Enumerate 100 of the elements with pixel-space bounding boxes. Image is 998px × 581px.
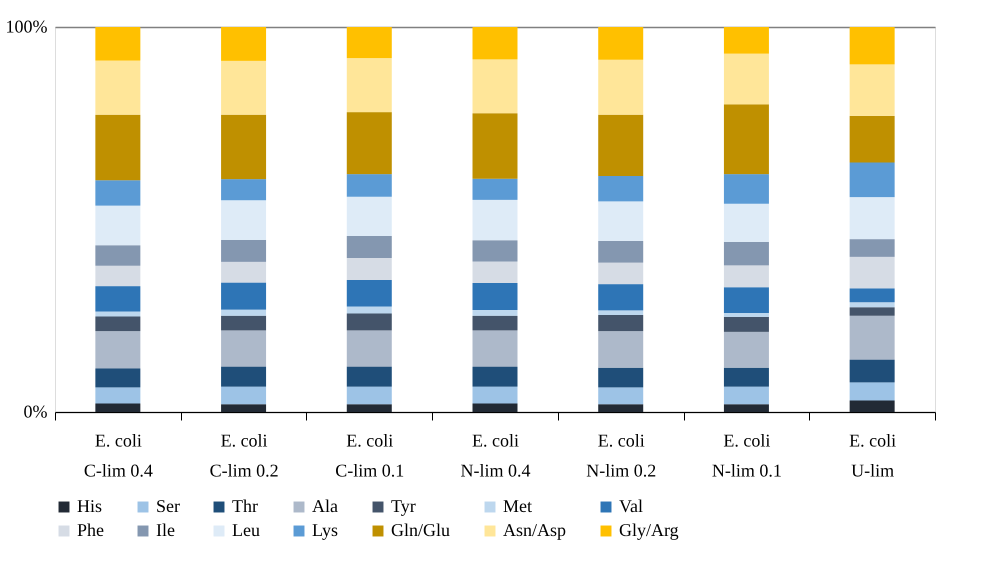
bar	[95, 206, 140, 246]
legend-label: Met	[503, 496, 532, 516]
bar	[472, 59, 518, 114]
bar	[95, 180, 140, 206]
bar	[850, 162, 895, 198]
legend-label: His	[77, 496, 102, 516]
bar	[346, 330, 392, 367]
bar	[850, 316, 895, 360]
bar	[95, 404, 140, 412]
bar	[95, 266, 140, 286]
legend-label: Gly/Arg	[619, 520, 679, 540]
bar	[221, 386, 266, 404]
bar	[472, 330, 518, 367]
bar	[221, 114, 266, 180]
bar	[95, 114, 140, 180]
bar	[598, 368, 644, 388]
bar	[346, 27, 392, 58]
bar	[850, 197, 895, 240]
legend-label: Leu	[232, 520, 260, 540]
bar	[95, 316, 140, 332]
bar	[724, 316, 769, 332]
bar	[95, 27, 140, 60]
bar	[850, 302, 895, 308]
bar	[850, 116, 895, 163]
bar	[598, 201, 644, 242]
bar	[221, 179, 266, 200]
bar	[221, 200, 266, 240]
bar	[472, 283, 518, 310]
bar	[598, 314, 644, 332]
bar	[472, 366, 518, 387]
bar	[472, 261, 518, 284]
bar	[598, 241, 644, 263]
bar	[724, 368, 769, 387]
x-tick-label: E. coli N-lim 0.4	[460, 430, 530, 480]
bar	[724, 386, 769, 404]
x-tick-label: E. coli N-lim 0.2	[586, 430, 656, 480]
bar	[346, 58, 392, 112]
bar	[221, 330, 266, 367]
legend-label: Tyr	[391, 496, 416, 516]
legend-label: Asn/Asp	[503, 520, 566, 540]
bar	[346, 236, 392, 258]
legend-label: Gln/Glu	[391, 520, 450, 540]
bar	[472, 200, 518, 240]
legend-label: Ser	[156, 496, 180, 516]
bar	[724, 54, 769, 104]
bar	[724, 27, 769, 54]
bar	[598, 27, 644, 60]
legend-label: Ala	[312, 496, 338, 516]
bar	[724, 174, 769, 204]
y-tick-label: 100%	[6, 16, 48, 36]
bar	[472, 316, 518, 330]
bar	[724, 332, 769, 368]
bar	[346, 366, 392, 387]
bar	[95, 286, 140, 312]
bar	[724, 313, 769, 317]
bar	[472, 240, 518, 262]
bar	[95, 387, 140, 404]
bar	[472, 404, 518, 412]
x-tick-label: E. coli C-lim 0.4	[84, 430, 153, 480]
legend-label: Thr	[232, 496, 258, 516]
bar	[850, 382, 895, 400]
bar	[598, 60, 644, 115]
bar	[850, 288, 895, 302]
y-tick-label: 0%	[24, 402, 48, 422]
x-tick-label: E. coli U-lim	[849, 430, 896, 480]
bar	[472, 310, 518, 316]
bar	[724, 265, 769, 288]
bar	[598, 114, 644, 176]
bar	[221, 60, 266, 115]
bar	[598, 310, 644, 315]
bar	[95, 312, 140, 317]
bar	[346, 404, 392, 412]
bar	[346, 112, 392, 174]
bar	[221, 262, 266, 283]
bar	[598, 404, 644, 412]
bar	[346, 258, 392, 280]
bar	[95, 331, 140, 368]
bar	[472, 386, 518, 404]
legend-label: Phe	[77, 520, 104, 540]
bar	[221, 240, 266, 262]
legend-label: Lys	[312, 520, 338, 540]
bar	[95, 368, 140, 388]
bar	[221, 27, 266, 61]
bar	[472, 27, 518, 60]
legend-label: Ile	[156, 520, 175, 540]
bar	[221, 404, 266, 412]
x-tick-label: E. coli C-lim 0.1	[335, 430, 404, 480]
bar	[221, 282, 266, 310]
bar	[221, 316, 266, 330]
bar	[850, 27, 895, 64]
bar	[346, 313, 392, 330]
bar	[598, 176, 644, 202]
bar	[724, 287, 769, 314]
bar	[850, 64, 895, 116]
bar	[95, 245, 140, 266]
bar	[346, 306, 392, 314]
bar	[472, 178, 518, 200]
bar	[598, 331, 644, 368]
bar	[724, 104, 769, 174]
x-tick-label: E. coli N-lim 0.1	[712, 430, 782, 480]
